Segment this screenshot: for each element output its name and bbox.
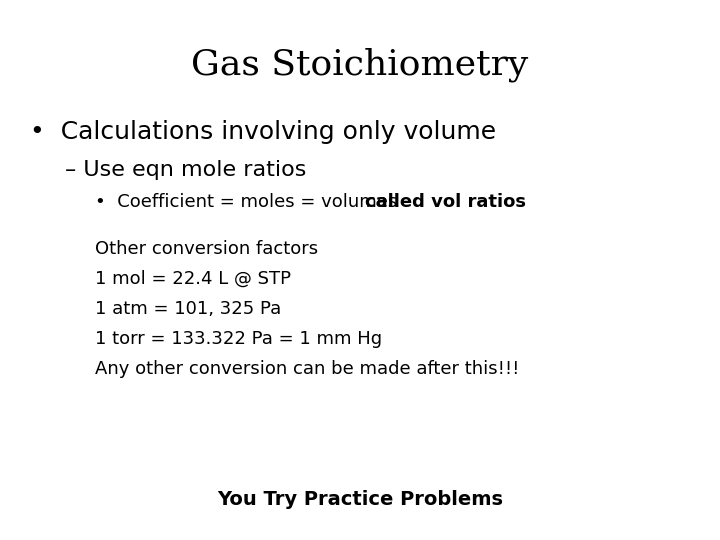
- Text: Other conversion factors: Other conversion factors: [95, 240, 318, 258]
- Text: •  Coefficient = moles = volumes: • Coefficient = moles = volumes: [95, 193, 409, 211]
- Text: 1 torr = 133.322 Pa = 1 mm Hg: 1 torr = 133.322 Pa = 1 mm Hg: [95, 330, 382, 348]
- Text: – Use eqn mole ratios: – Use eqn mole ratios: [65, 160, 307, 180]
- Text: Any other conversion can be made after this!!!: Any other conversion can be made after t…: [95, 360, 519, 378]
- Text: Gas Stoichiometry: Gas Stoichiometry: [192, 48, 528, 83]
- Text: called vol ratios: called vol ratios: [365, 193, 526, 211]
- Text: You Try Practice Problems: You Try Practice Problems: [217, 490, 503, 509]
- Text: •  Calculations involving only volume: • Calculations involving only volume: [30, 120, 496, 144]
- Text: 1 mol = 22.4 L @ STP: 1 mol = 22.4 L @ STP: [95, 270, 291, 288]
- Text: 1 atm = 101, 325 Pa: 1 atm = 101, 325 Pa: [95, 300, 282, 318]
